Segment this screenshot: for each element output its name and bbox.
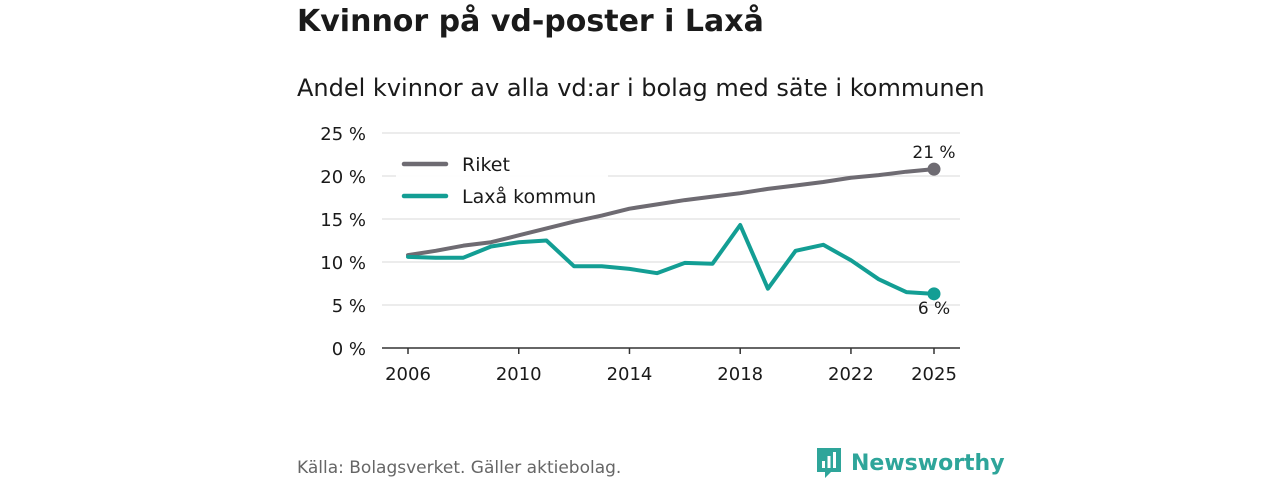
y-tick-label: 15 % (320, 210, 366, 231)
x-tick-label: 2006 (385, 364, 431, 385)
riket-line (406, 167, 936, 258)
legend-label: Riket (462, 154, 510, 176)
riket-end-label: 21 % (912, 143, 955, 163)
legend-label: Laxå kommun (462, 185, 596, 208)
laxa-end-marker (927, 287, 941, 301)
laxa-line (406, 223, 936, 296)
y-tick-label: 5 % (332, 296, 366, 317)
source-note: Källa: Bolagsverket. Gäller aktiebolag. (297, 458, 622, 478)
newsworthy-logo-icon (817, 448, 841, 478)
riket-end-marker (927, 162, 941, 176)
x-tick-label: 2022 (828, 364, 874, 385)
line-chart: 0 % 5 % 10 % 15 % 20 % 25 % 2006 2010 2014 2018 20… (320, 124, 960, 385)
x-tick-label: 2025 (911, 364, 957, 385)
legend-background (396, 148, 608, 212)
y-tick-label: 0 % (332, 339, 366, 360)
x-tick-label: 2014 (607, 364, 653, 385)
chart-title: Kvinnor på vd-poster i Laxå (297, 4, 764, 39)
y-tick-label: 10 % (320, 253, 366, 274)
x-tick-label: 2018 (717, 364, 763, 385)
y-tick-label: 20 % (320, 167, 366, 188)
y-tick-label: 25 % (320, 124, 366, 145)
brand-name: Newsworthy (851, 450, 1005, 476)
x-tick-label: 2010 (496, 364, 542, 385)
laxa-end-label: 6 % (918, 299, 950, 319)
chart-subtitle: Andel kvinnor av alla vd:ar i bolag med … (297, 74, 985, 102)
brand: Newsworthy (815, 446, 1005, 480)
